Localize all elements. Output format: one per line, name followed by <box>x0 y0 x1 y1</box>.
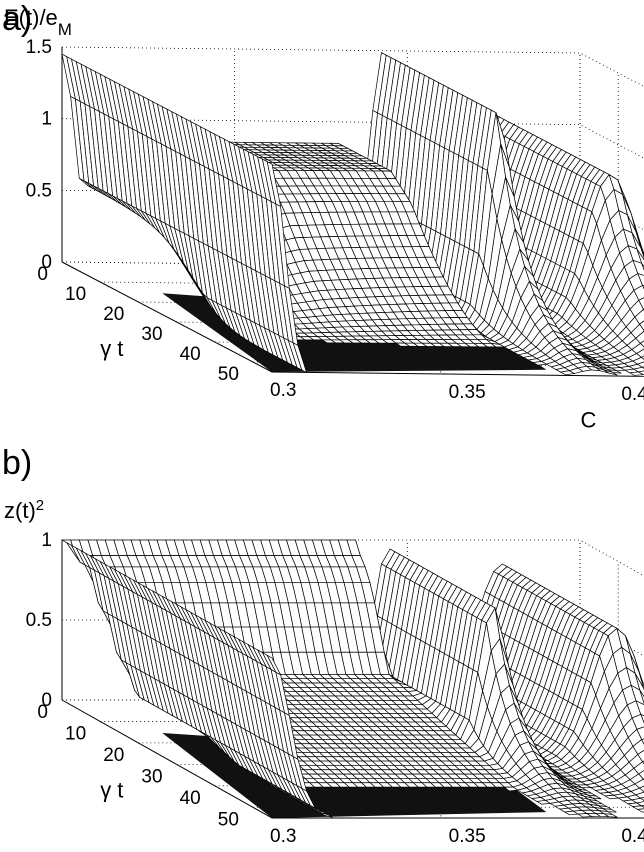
surface-patch <box>266 161 282 208</box>
gamma-t-tick-label: 0 <box>37 702 48 723</box>
gamma-t-tick-label: 30 <box>141 324 162 345</box>
gamma-t-tick-label: 30 <box>141 766 162 787</box>
c-axis-line <box>271 371 644 377</box>
surface-patch <box>394 342 411 347</box>
c-tick-label: 0.3 <box>270 380 296 401</box>
z-axis-subscript: M <box>58 20 72 39</box>
z-tick-label: 0 <box>41 252 52 273</box>
surface-patch <box>559 370 576 376</box>
gamma-t-axis-title: γ t <box>100 336 123 361</box>
z-axis-title: z(t)2 <box>4 497 44 524</box>
gamma-t-axis-title: γ t <box>100 778 123 803</box>
surface-mesh <box>61 51 644 376</box>
c-tick-label: 0.4 <box>621 826 644 847</box>
gamma-t-tick-label: 20 <box>103 745 124 766</box>
c-tick-label: 0.35 <box>449 382 486 403</box>
surface-mesh <box>60 539 644 818</box>
grid-line <box>61 118 644 159</box>
c-tick-label: 0.35 <box>449 826 486 847</box>
surface-patch <box>636 808 644 813</box>
surface-patch <box>320 339 337 344</box>
panel-a: 00.511.5010203040500.30.350.40.45E(t)/eM… <box>2 0 644 432</box>
gamma-t-tick-label: 50 <box>218 809 239 830</box>
gamma-t-tick-label: 0 <box>37 264 48 285</box>
c-tick-label: 0.3 <box>270 826 296 847</box>
grid-line <box>61 46 644 87</box>
gamma-t-tick-label: 10 <box>65 284 86 305</box>
gamma-t-axis-line <box>61 261 273 373</box>
axes <box>61 47 644 377</box>
z-tick-label: 0.5 <box>26 180 52 201</box>
c-axis-title: C <box>580 407 596 432</box>
gamma-t-tick-label: 50 <box>218 364 239 385</box>
z-tick-label: 0.5 <box>26 610 52 631</box>
gamma-t-tick-label: 40 <box>180 344 201 365</box>
z-tick-label: 1.5 <box>26 37 52 58</box>
z-axis-superscript: 2 <box>36 497 44 514</box>
panel-label: a) <box>2 0 32 38</box>
gamma-t-tick-label: 20 <box>103 304 124 325</box>
gamma-t-tick-label: 10 <box>65 723 86 744</box>
c-tick-label: 0.4 <box>621 384 644 405</box>
surface-patch <box>628 371 644 376</box>
panel-label: b) <box>2 444 32 482</box>
z-tick-label: 1 <box>41 109 52 130</box>
gamma-t-tick-label: 40 <box>180 788 201 809</box>
z-tick-label: 1 <box>41 530 52 551</box>
